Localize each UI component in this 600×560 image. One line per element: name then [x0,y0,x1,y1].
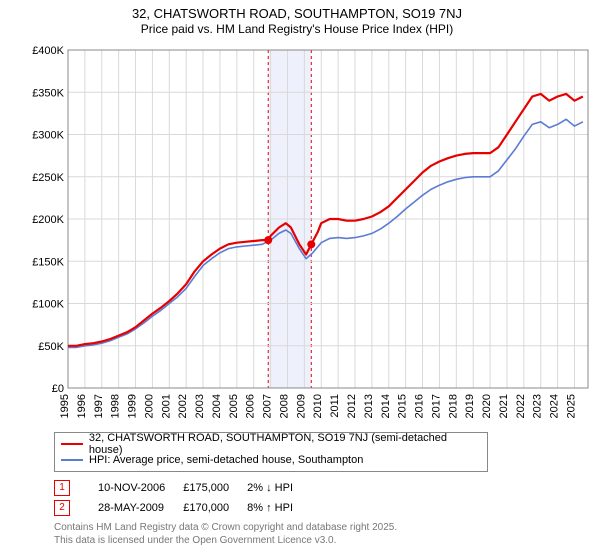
svg-text:2011: 2011 [329,394,341,418]
title-line1: 32, CHATSWORTH ROAD, SOUTHAMPTON, SO19 7… [4,6,590,21]
svg-text:£350K: £350K [32,87,64,99]
legend-label-price-paid: 32, CHATSWORTH ROAD, SOUTHAMPTON, SO19 7… [89,432,481,456]
chart-titles: 32, CHATSWORTH ROAD, SOUTHAMPTON, SO19 7… [4,6,590,36]
svg-text:£200K: £200K [32,214,64,226]
svg-text:2018: 2018 [447,394,459,418]
sale-date: 28-MAY-2009 [98,498,183,518]
sale-delta: 2% ↓ HPI [247,478,311,498]
svg-text:2008: 2008 [278,394,290,418]
svg-text:2013: 2013 [363,394,375,418]
svg-text:2012: 2012 [346,394,358,418]
svg-text:2023: 2023 [532,394,544,418]
sale-date: 10-NOV-2006 [98,478,183,498]
svg-text:2022: 2022 [515,394,527,418]
svg-text:2025: 2025 [565,394,577,418]
attribution: Contains HM Land Registry data © Crown c… [54,522,590,547]
svg-text:2002: 2002 [177,394,189,418]
svg-text:£400K: £400K [32,45,64,57]
svg-text:£50K: £50K [38,341,64,353]
attribution-line2: This data is licensed under the Open Gov… [54,535,590,548]
svg-text:1999: 1999 [127,394,139,418]
svg-text:2014: 2014 [380,394,392,418]
svg-text:2010: 2010 [312,394,324,418]
svg-text:1996: 1996 [76,394,88,418]
svg-text:2003: 2003 [194,394,206,418]
sales-row: 1 10-NOV-2006 £175,000 2% ↓ HPI [54,478,311,498]
chart-svg: £0 £50K £100K £150K £200K £250K £300K £350K £400… [24,44,594,424]
svg-text:£300K: £300K [32,130,64,142]
svg-text:1997: 1997 [93,394,105,418]
svg-text:2000: 2000 [143,394,155,418]
legend: 32, CHATSWORTH ROAD, SOUTHAMPTON, SO19 7… [54,432,488,472]
legend-swatch-hpi [61,459,83,461]
svg-text:2019: 2019 [464,394,476,418]
svg-text:2007: 2007 [262,394,274,418]
svg-text:1995: 1995 [59,394,71,418]
svg-text:2006: 2006 [245,394,257,418]
svg-text:2005: 2005 [228,394,240,418]
svg-text:2020: 2020 [481,394,493,418]
sales-row: 2 28-MAY-2009 £170,000 8% ↑ HPI [54,498,311,518]
svg-text:2004: 2004 [211,394,223,418]
sale-marker-box: 2 [54,500,70,516]
svg-text:£150K: £150K [32,256,64,268]
chart: £0 £50K £100K £150K £200K £250K £300K £350K £400… [24,44,594,424]
svg-text:2016: 2016 [414,394,426,418]
legend-swatch-price-paid [61,443,83,445]
svg-text:£100K: £100K [32,299,64,311]
svg-text:1998: 1998 [110,394,122,418]
title-line2: Price paid vs. HM Land Registry's House … [4,22,590,36]
sales-table: 1 10-NOV-2006 £175,000 2% ↓ HPI 2 28-MAY… [54,478,590,518]
svg-text:2024: 2024 [549,394,561,418]
svg-text:2021: 2021 [498,394,510,418]
attribution-line1: Contains HM Land Registry data © Crown c… [54,522,590,535]
sale-delta: 8% ↑ HPI [247,498,311,518]
svg-text:£0: £0 [52,383,64,395]
sale-price: £175,000 [183,478,247,498]
svg-text:2001: 2001 [160,394,172,418]
svg-text:2009: 2009 [295,394,307,418]
legend-item-price-paid: 32, CHATSWORTH ROAD, SOUTHAMPTON, SO19 7… [61,436,481,452]
svg-text:2017: 2017 [430,394,442,418]
svg-text:2015: 2015 [397,394,409,418]
sale-marker-box: 1 [54,480,70,496]
sale-price: £170,000 [183,498,247,518]
svg-text:£250K: £250K [32,172,64,184]
legend-label-hpi: HPI: Average price, semi-detached house,… [89,454,363,466]
